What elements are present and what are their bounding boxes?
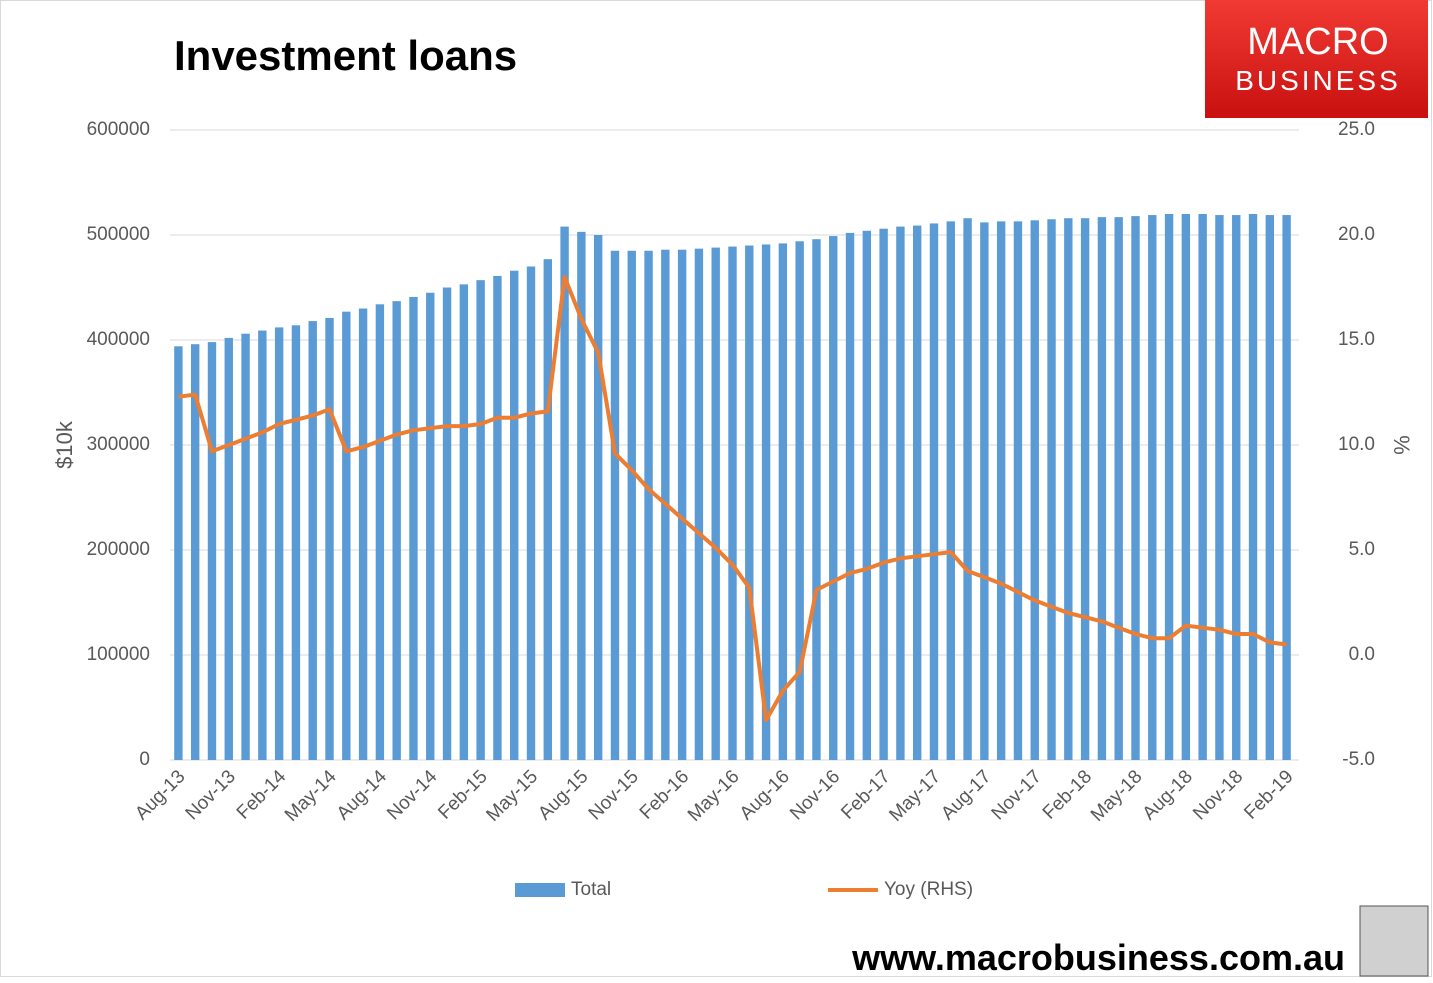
bar	[274, 327, 284, 760]
legend-label: Yoy (RHS)	[884, 879, 973, 900]
bar	[1064, 218, 1073, 760]
y2-tick-label: 5.0	[1349, 539, 1375, 560]
bar	[1282, 215, 1291, 761]
bar	[1080, 218, 1090, 760]
y-tick-label: 0	[139, 749, 150, 770]
bar	[224, 337, 233, 760]
bar	[426, 292, 435, 760]
bar	[577, 231, 586, 761]
legend-label: Total	[571, 879, 611, 900]
bar	[946, 221, 955, 761]
bar	[560, 226, 569, 761]
bar	[1265, 215, 1275, 761]
bar	[862, 230, 872, 761]
y-tick-label: 100000	[87, 644, 150, 665]
chart-title: Investment loans	[174, 32, 517, 79]
bar	[526, 266, 536, 760]
y-tick-label: 200000	[87, 539, 150, 560]
bar	[812, 239, 821, 760]
y2-tick-label: 10.0	[1338, 434, 1375, 455]
y2-tick-label: 0.0	[1349, 644, 1375, 665]
bar	[677, 249, 687, 760]
bar	[392, 301, 401, 760]
y2-tick-label: -5.0	[1342, 749, 1375, 770]
bar	[493, 275, 502, 760]
y2-axis-label: %	[1389, 435, 1414, 455]
bar	[795, 241, 804, 761]
plot: 0 100000 200000 300000 400000 500000 600000 -5.…	[87, 119, 1375, 900]
y-tick-label: 600000	[87, 119, 150, 140]
bar	[459, 284, 469, 760]
website: www.macrobusiness.com.au	[851, 937, 1345, 978]
bar	[358, 308, 368, 760]
bar	[1164, 214, 1174, 760]
bar	[1181, 214, 1191, 760]
bar	[593, 235, 603, 760]
bar	[1114, 217, 1123, 760]
bar	[1030, 220, 1039, 761]
bar	[1097, 217, 1107, 760]
bar	[963, 218, 972, 760]
bar	[627, 250, 636, 760]
bar	[476, 280, 485, 760]
legend-swatch	[515, 883, 565, 897]
bar	[980, 222, 989, 760]
bar	[174, 346, 183, 760]
bar	[896, 226, 905, 761]
bar	[996, 221, 1006, 761]
bar	[291, 325, 301, 760]
bar	[1013, 221, 1023, 761]
bar	[1232, 215, 1241, 761]
bar	[190, 344, 200, 760]
bar	[308, 321, 317, 760]
bar	[375, 304, 385, 760]
y-tick-label: 300000	[87, 434, 150, 455]
bar	[829, 236, 838, 761]
bar	[409, 296, 418, 760]
bar	[1248, 214, 1258, 760]
bar	[761, 244, 771, 760]
wolf-image	[1359, 905, 1429, 977]
y2-tick-label: 20.0	[1338, 224, 1375, 245]
bar	[342, 311, 351, 760]
logo-line: MACRO	[1247, 21, 1388, 63]
bar	[1131, 216, 1140, 761]
logo-box	[1205, 0, 1428, 118]
bar	[543, 259, 552, 760]
bar	[913, 225, 922, 761]
bar	[1215, 215, 1224, 761]
bar	[442, 287, 452, 760]
bar	[845, 232, 855, 760]
bar	[711, 247, 720, 761]
bar	[929, 223, 939, 760]
bar	[778, 243, 788, 760]
line	[178, 275, 1287, 723]
bar	[610, 250, 620, 760]
y2-tick-label: 25.0	[1338, 119, 1375, 140]
y-tick-label: 400000	[87, 329, 150, 350]
logo-line: BUSINESS	[1235, 65, 1401, 96]
bar	[258, 330, 267, 760]
bar	[644, 250, 653, 760]
y2-tick-label: 15.0	[1338, 329, 1375, 350]
y-axis-label: $10k	[52, 420, 77, 469]
bar	[879, 228, 888, 760]
bar	[694, 248, 704, 760]
bar	[241, 333, 250, 760]
bar	[1198, 214, 1207, 760]
bar	[207, 342, 217, 760]
bar	[325, 317, 334, 760]
bar	[1047, 219, 1056, 760]
y-tick-label: 500000	[87, 224, 150, 245]
bar	[1148, 215, 1157, 761]
bar	[728, 246, 737, 761]
bar	[510, 270, 519, 760]
bar	[745, 245, 754, 760]
